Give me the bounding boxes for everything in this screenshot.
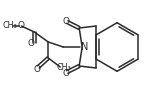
Text: O: O	[18, 20, 25, 30]
Text: O: O	[28, 40, 35, 48]
Text: CH₃: CH₃	[2, 20, 17, 30]
Text: CH₃: CH₃	[57, 64, 72, 72]
Text: O: O	[63, 68, 70, 78]
Text: O: O	[34, 64, 41, 74]
Text: O: O	[63, 16, 70, 26]
Text: N: N	[81, 42, 89, 52]
